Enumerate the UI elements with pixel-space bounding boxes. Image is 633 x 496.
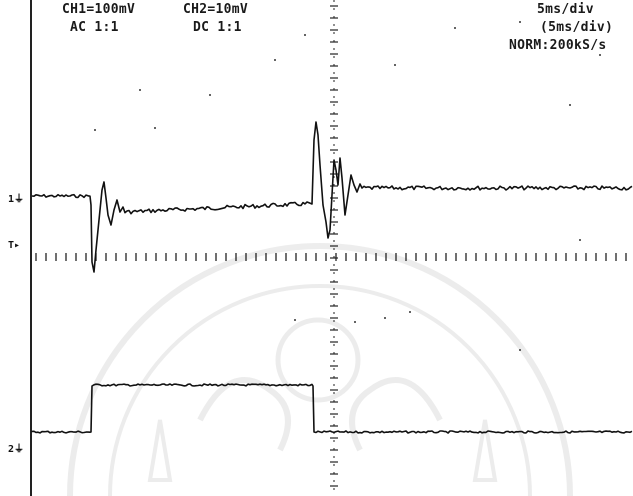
ground-icon: ⏚	[14, 194, 25, 205]
screen-speck	[94, 129, 96, 131]
screen-speck	[454, 27, 456, 29]
screen-speck	[274, 59, 276, 61]
screen-speck	[209, 94, 211, 96]
seal-inner-arc	[108, 284, 532, 496]
ch2-waveform-trace	[31, 383, 633, 434]
screen-speck	[599, 54, 601, 56]
ch2-ground-marker: 2⏚	[8, 440, 24, 455]
seal-tower-right	[472, 419, 498, 482]
screen-speck	[519, 21, 521, 23]
university-seal-watermark	[67, 243, 573, 496]
screen-speck	[139, 89, 141, 91]
screen-speck	[519, 349, 521, 351]
screen-speck	[569, 104, 571, 106]
seal-ornament-right	[349, 377, 443, 452]
screen-speck	[394, 64, 396, 66]
trigger-level-axis	[35, 253, 627, 261]
center-vertical-axis	[330, 0, 338, 496]
seal-tower-left	[147, 419, 173, 482]
ch1-ground-marker: 1⏚	[8, 190, 24, 205]
screen-speck	[384, 317, 386, 319]
display-frame	[30, 0, 633, 496]
ch1-scale-readout: CH1=100mV	[62, 2, 136, 17]
ch2-scale-readout: CH2=10mV	[183, 2, 249, 17]
acquisition-mode-readout: NORM:200kS/s	[509, 38, 607, 53]
ch1-waveform-trace	[31, 121, 633, 273]
seal-ornament-left	[197, 377, 291, 452]
ch2-coupling-readout: DC 1:1	[193, 20, 242, 35]
ground-icon: ⏚	[14, 444, 25, 455]
screen-speck	[354, 321, 356, 323]
ch2-marker-label: 2	[8, 444, 15, 455]
screen-speck	[579, 239, 581, 241]
screen-specks	[94, 21, 601, 351]
ch1-coupling-readout: AC 1:1	[70, 20, 119, 35]
timebase-readout: 5ms/div	[537, 2, 594, 17]
ch1-marker-label: 1	[8, 194, 15, 205]
seal-sun	[275, 317, 361, 403]
screen-speck	[409, 311, 411, 313]
trigger-level-marker: T▸	[8, 240, 20, 251]
screen-speck	[304, 34, 306, 36]
trigger-marker-label: T	[8, 240, 15, 251]
trigger-arrow-icon: ▸	[14, 240, 21, 251]
screen-speck	[294, 319, 296, 321]
screen-speck	[154, 127, 156, 129]
seal-outer-arc	[67, 243, 573, 496]
timebase-sub-readout: (5ms/div)	[540, 20, 614, 35]
